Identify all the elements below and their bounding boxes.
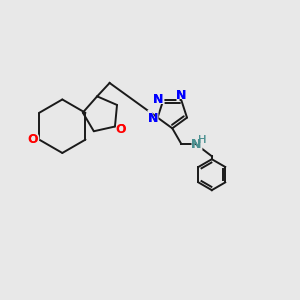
Text: H: H [198, 135, 206, 145]
Text: N: N [189, 136, 203, 154]
Text: O: O [26, 130, 40, 148]
Text: O: O [116, 123, 126, 136]
Text: N: N [191, 138, 201, 152]
Text: N: N [153, 93, 164, 106]
Text: N: N [176, 89, 187, 102]
Text: H: H [198, 135, 206, 145]
Text: O: O [27, 133, 38, 146]
Text: N: N [148, 112, 158, 125]
Text: N: N [191, 138, 201, 152]
Text: N: N [148, 112, 158, 125]
Text: O: O [27, 133, 38, 146]
Text: N: N [176, 89, 187, 102]
Text: N: N [153, 93, 164, 106]
Text: O: O [114, 121, 128, 139]
Text: N: N [174, 87, 188, 105]
Text: N: N [146, 109, 160, 127]
Text: O: O [116, 123, 126, 136]
Text: N: N [152, 90, 165, 108]
